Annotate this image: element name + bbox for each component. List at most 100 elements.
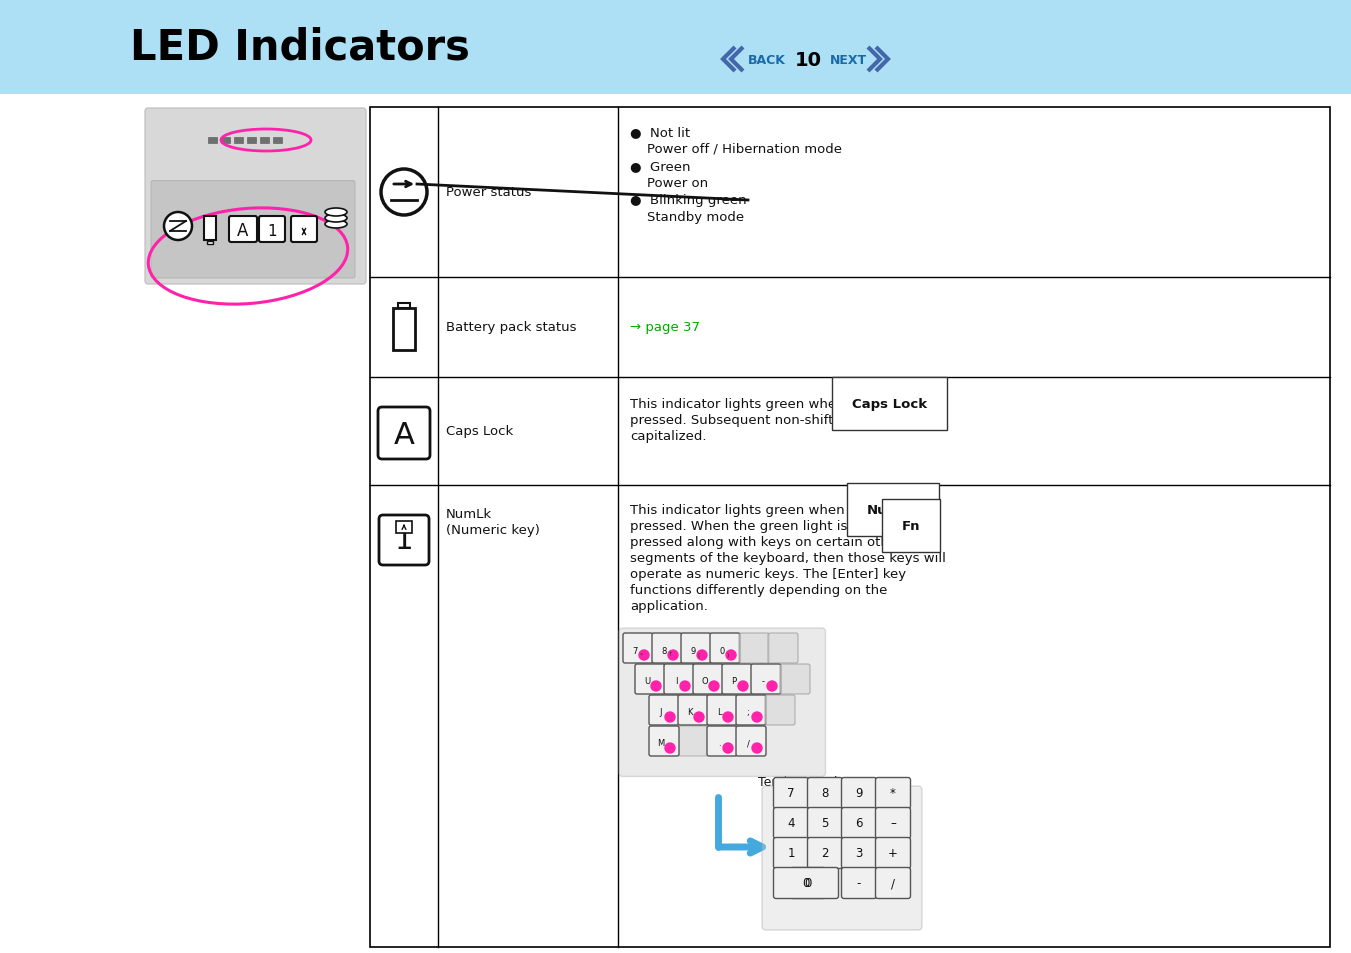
FancyBboxPatch shape [678, 726, 708, 757]
Text: P: P [731, 677, 736, 686]
Text: +: + [888, 846, 898, 860]
Text: pressed. Subsequent non-shifted input is: pressed. Subsequent non-shifted input is [630, 414, 904, 427]
Text: segments of the keyboard, then those keys will: segments of the keyboard, then those key… [630, 552, 946, 564]
Text: Caps Lock: Caps Lock [446, 425, 513, 438]
Bar [234, 138, 243, 144]
FancyBboxPatch shape [707, 726, 738, 757]
FancyBboxPatch shape [663, 664, 694, 695]
Text: NEXT: NEXT [830, 53, 867, 67]
Text: Fn: Fn [902, 519, 920, 533]
Ellipse shape [326, 214, 347, 223]
Text: pressed. When the green light is on, if Fn is: pressed. When the green light is on, if … [630, 519, 920, 533]
FancyBboxPatch shape [681, 634, 711, 663]
Text: 9: 9 [855, 786, 863, 800]
FancyBboxPatch shape [623, 634, 653, 663]
Bar [399, 304, 409, 309]
Bar [207, 242, 213, 245]
FancyBboxPatch shape [145, 109, 366, 285]
Text: ↑: ↑ [667, 652, 673, 657]
Text: L: L [716, 708, 721, 717]
Circle shape [753, 712, 762, 722]
Text: 8: 8 [661, 646, 666, 655]
Circle shape [723, 743, 734, 753]
FancyBboxPatch shape [774, 867, 839, 899]
Text: 3: 3 [855, 846, 863, 860]
Text: 0: 0 [802, 877, 809, 889]
Circle shape [381, 170, 427, 215]
Text: 0: 0 [804, 877, 812, 889]
Circle shape [753, 743, 762, 753]
Text: 5: 5 [821, 817, 828, 830]
Text: 0: 0 [719, 646, 724, 655]
FancyBboxPatch shape [230, 216, 257, 243]
Text: 7: 7 [632, 646, 638, 655]
Circle shape [709, 681, 719, 691]
FancyBboxPatch shape [774, 778, 808, 809]
Bar [370, 108, 1329, 947]
Text: This indicator lights green when NumLk is: This indicator lights green when NumLk i… [630, 503, 909, 517]
FancyBboxPatch shape [774, 838, 808, 868]
Text: operate as numeric keys. The [Enter] key: operate as numeric keys. The [Enter] key [630, 567, 907, 580]
Text: 10: 10 [794, 51, 821, 70]
Text: pressed along with keys on certain other: pressed along with keys on certain other [630, 536, 902, 548]
FancyBboxPatch shape [842, 867, 877, 899]
Ellipse shape [326, 209, 347, 216]
Ellipse shape [326, 221, 347, 229]
FancyBboxPatch shape [678, 696, 708, 725]
Text: .: . [717, 739, 720, 748]
Text: is: is [916, 397, 931, 411]
Text: ●  Not lit: ● Not lit [630, 126, 690, 139]
FancyBboxPatch shape [774, 807, 808, 839]
FancyBboxPatch shape [693, 664, 723, 695]
Text: 1: 1 [267, 223, 277, 238]
FancyBboxPatch shape [290, 216, 317, 243]
FancyBboxPatch shape [875, 838, 911, 868]
Bar [259, 138, 269, 144]
Text: ●  Green: ● Green [630, 160, 690, 172]
FancyBboxPatch shape [151, 181, 355, 278]
FancyBboxPatch shape [762, 786, 921, 930]
Text: Battery pack status: Battery pack status [446, 321, 577, 335]
Bar [0, 0, 1351, 95]
Text: -: - [762, 677, 765, 686]
FancyBboxPatch shape [378, 408, 430, 459]
Text: capitalized.: capitalized. [630, 430, 707, 442]
Text: A: A [238, 222, 249, 240]
Text: Power on: Power on [630, 177, 708, 190]
Text: Standby mode: Standby mode [630, 211, 744, 224]
Text: (Numeric key): (Numeric key) [446, 523, 540, 537]
Text: 1: 1 [394, 526, 413, 555]
Text: 8: 8 [821, 786, 828, 800]
FancyBboxPatch shape [619, 628, 825, 777]
Text: 2: 2 [821, 846, 828, 860]
Text: functions differently depending on the: functions differently depending on the [630, 583, 888, 597]
Text: 7: 7 [788, 786, 794, 800]
FancyBboxPatch shape [380, 516, 430, 565]
FancyBboxPatch shape [842, 838, 877, 868]
Circle shape [697, 650, 707, 660]
Text: I: I [674, 677, 677, 686]
Bar [208, 138, 218, 144]
Text: 1: 1 [788, 846, 794, 860]
Bar [247, 138, 255, 144]
Text: /: / [892, 877, 894, 889]
Text: –: – [890, 817, 896, 830]
Text: NumLk: NumLk [867, 503, 919, 517]
Circle shape [738, 681, 748, 691]
FancyBboxPatch shape [736, 696, 766, 725]
Text: A: A [393, 420, 415, 449]
Text: K: K [688, 708, 693, 717]
Circle shape [723, 712, 734, 722]
Circle shape [639, 650, 648, 660]
Circle shape [665, 743, 676, 753]
FancyBboxPatch shape [875, 867, 911, 899]
Text: BACK: BACK [748, 53, 786, 67]
FancyBboxPatch shape [808, 778, 843, 809]
Text: U: U [644, 677, 650, 686]
FancyBboxPatch shape [711, 634, 740, 663]
Text: ): ) [727, 652, 730, 657]
FancyBboxPatch shape [721, 664, 753, 695]
FancyBboxPatch shape [635, 664, 665, 695]
Text: *: * [890, 786, 896, 800]
FancyBboxPatch shape [648, 696, 680, 725]
